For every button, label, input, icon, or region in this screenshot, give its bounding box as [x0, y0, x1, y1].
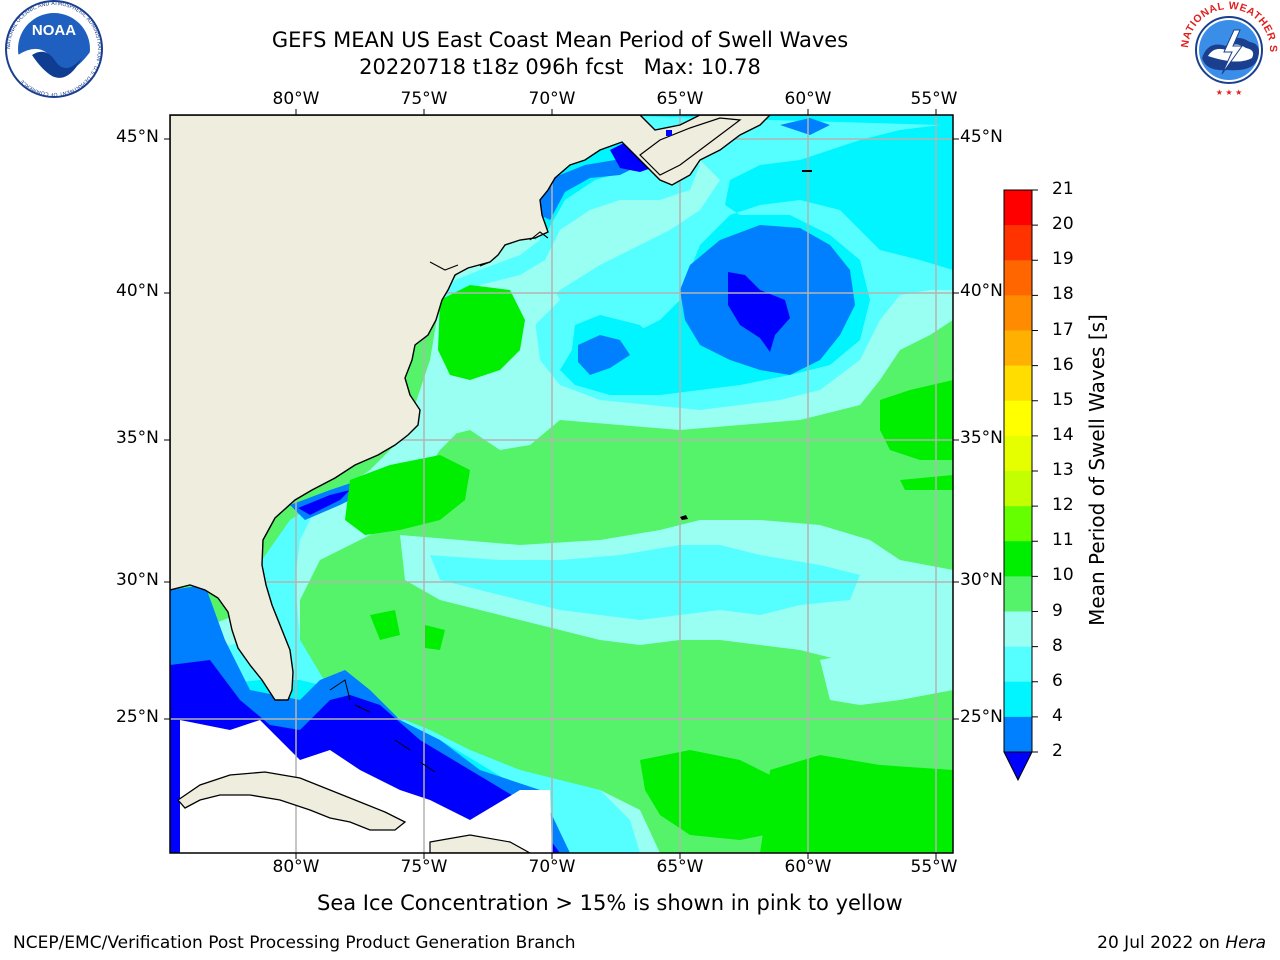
colorbar-bin — [1004, 541, 1032, 577]
lon-label-top: 55°W — [910, 89, 958, 109]
lat-label-left: 40°N — [116, 281, 159, 301]
colorbar-extend-arrow — [1003, 751, 1033, 782]
colorbar-tick-label: 21 — [1052, 179, 1074, 199]
colorbar-tick-label: 12 — [1052, 495, 1074, 516]
sea-ice-note: Sea Ice Concentration > 15% is shown in … — [317, 891, 903, 915]
lat-label-left: 35°N — [116, 428, 159, 448]
lat-label-left: 25°N — [116, 707, 159, 727]
lon-label-top: 60°W — [784, 89, 832, 109]
colorbar-tick-label: 10 — [1052, 565, 1074, 586]
colorbar-bin — [1004, 435, 1032, 472]
lon-label-top: 65°W — [656, 89, 704, 109]
lat-label-right: 45°N — [960, 127, 1003, 147]
contour-10-11 — [425, 625, 445, 650]
contour-10-11 — [760, 755, 953, 853]
map-title: GEFS MEAN US East Coast Mean Period of S… — [271, 28, 849, 52]
svg-text:★ ★ ★: ★ ★ ★ — [1216, 88, 1243, 97]
lon-label-top: 80°W — [272, 89, 320, 109]
colorbar-tick-label: 13 — [1052, 460, 1074, 480]
contour-lt2 — [298, 490, 350, 515]
lon-label-bottom: 55°W — [910, 857, 958, 877]
noaa-logo-text: NOAA — [32, 22, 76, 39]
lon-label-top: 70°W — [528, 89, 576, 109]
lon-label-bottom: 75°W — [400, 857, 448, 877]
colorbar-bin — [1004, 365, 1032, 402]
contour-10-11 — [438, 285, 525, 380]
nws-logo: NATIONAL WEATHER SERVICE ★ ★ ★ — [1178, 0, 1278, 98]
lat-label-right: 40°N — [960, 281, 1003, 301]
land-cuba — [177, 771, 407, 831]
colorbar — [1003, 189, 1038, 782]
lat-label-left: 45°N — [116, 127, 159, 147]
credit-text: NCEP/EMC/Verification Post Processing Pr… — [13, 933, 576, 953]
contour-10-11 — [370, 610, 400, 640]
land-nova-scotia — [639, 117, 742, 176]
colorbar-tick-label: 9 — [1052, 600, 1063, 621]
land-north-america — [170, 115, 771, 701]
lon-label-bottom: 70°W — [528, 857, 576, 877]
colorbar-bin — [1004, 400, 1032, 437]
colorbar-bin — [1004, 225, 1032, 261]
colorbar-bin — [1004, 646, 1032, 683]
contour-2-4 — [578, 335, 630, 375]
noaa-logo: NOAA NATIONAL OCEANIC AND ATMOSPHERIC AD… — [5, 0, 103, 98]
lon-label-top: 75°W — [400, 89, 448, 109]
colorbar-tick-label: 4 — [1052, 705, 1063, 726]
map-frame — [169, 114, 954, 854]
colorbar-title: Mean Period of Swell Waves [s] — [1085, 314, 1109, 626]
lat-label-right: 30°N — [960, 570, 1003, 590]
land-hispaniola — [429, 834, 531, 853]
colorbar-tick-label: 11 — [1052, 530, 1074, 551]
colorbar-tick-label: 15 — [1052, 389, 1074, 410]
colorbar-bin — [1004, 611, 1032, 648]
lat-label-right: 25°N — [960, 707, 1003, 727]
colorbar-tick-label: 2 — [1052, 741, 1063, 761]
map-subtitle: 20220718 t18z 096h fcst Max: 10.78 — [359, 55, 761, 79]
colorbar-bin — [1004, 681, 1032, 718]
colorbar-bin — [1004, 471, 1032, 507]
colorbar-tick-label: 16 — [1052, 354, 1074, 375]
lon-label-bottom: 65°W — [656, 857, 704, 877]
contour-2-4 — [780, 118, 830, 135]
colorbar-tick-label: 6 — [1052, 670, 1063, 691]
machine-name: Hera — [1225, 933, 1266, 953]
colorbar-tick-label: 20 — [1052, 214, 1074, 235]
no-data-zone — [180, 720, 552, 853]
colorbar-bin — [1004, 295, 1032, 331]
colorbar-bin — [1004, 190, 1032, 226]
colorbar-bin — [1004, 716, 1032, 753]
colorbar-tick-label: 14 — [1052, 424, 1074, 445]
colorbar-tick-label: 18 — [1052, 284, 1074, 305]
contour-6-8 — [430, 150, 700, 300]
colorbar-bin — [1004, 506, 1032, 542]
colorbar-bin — [1004, 576, 1032, 612]
lon-label-bottom: 80°W — [272, 857, 320, 877]
contour-8-9 — [820, 630, 953, 705]
colorbar-tick-label: 17 — [1052, 319, 1074, 340]
date-text: 20 Jul 2022 on Hera — [1097, 933, 1266, 953]
lon-label-bottom: 60°W — [784, 857, 832, 877]
contour-lt2 — [728, 272, 790, 352]
colorbar-bin — [1004, 330, 1032, 367]
colorbar-tick-label: 8 — [1052, 635, 1063, 656]
contour-10-11 — [900, 475, 953, 490]
lat-label-left: 30°N — [116, 570, 159, 590]
colorbar-bin — [1004, 260, 1032, 296]
contour-10-11 — [345, 455, 470, 535]
contour-2-4 — [530, 160, 640, 220]
lat-label-right: 35°N — [960, 428, 1003, 448]
colorbar-tick-label: 19 — [1052, 249, 1074, 270]
